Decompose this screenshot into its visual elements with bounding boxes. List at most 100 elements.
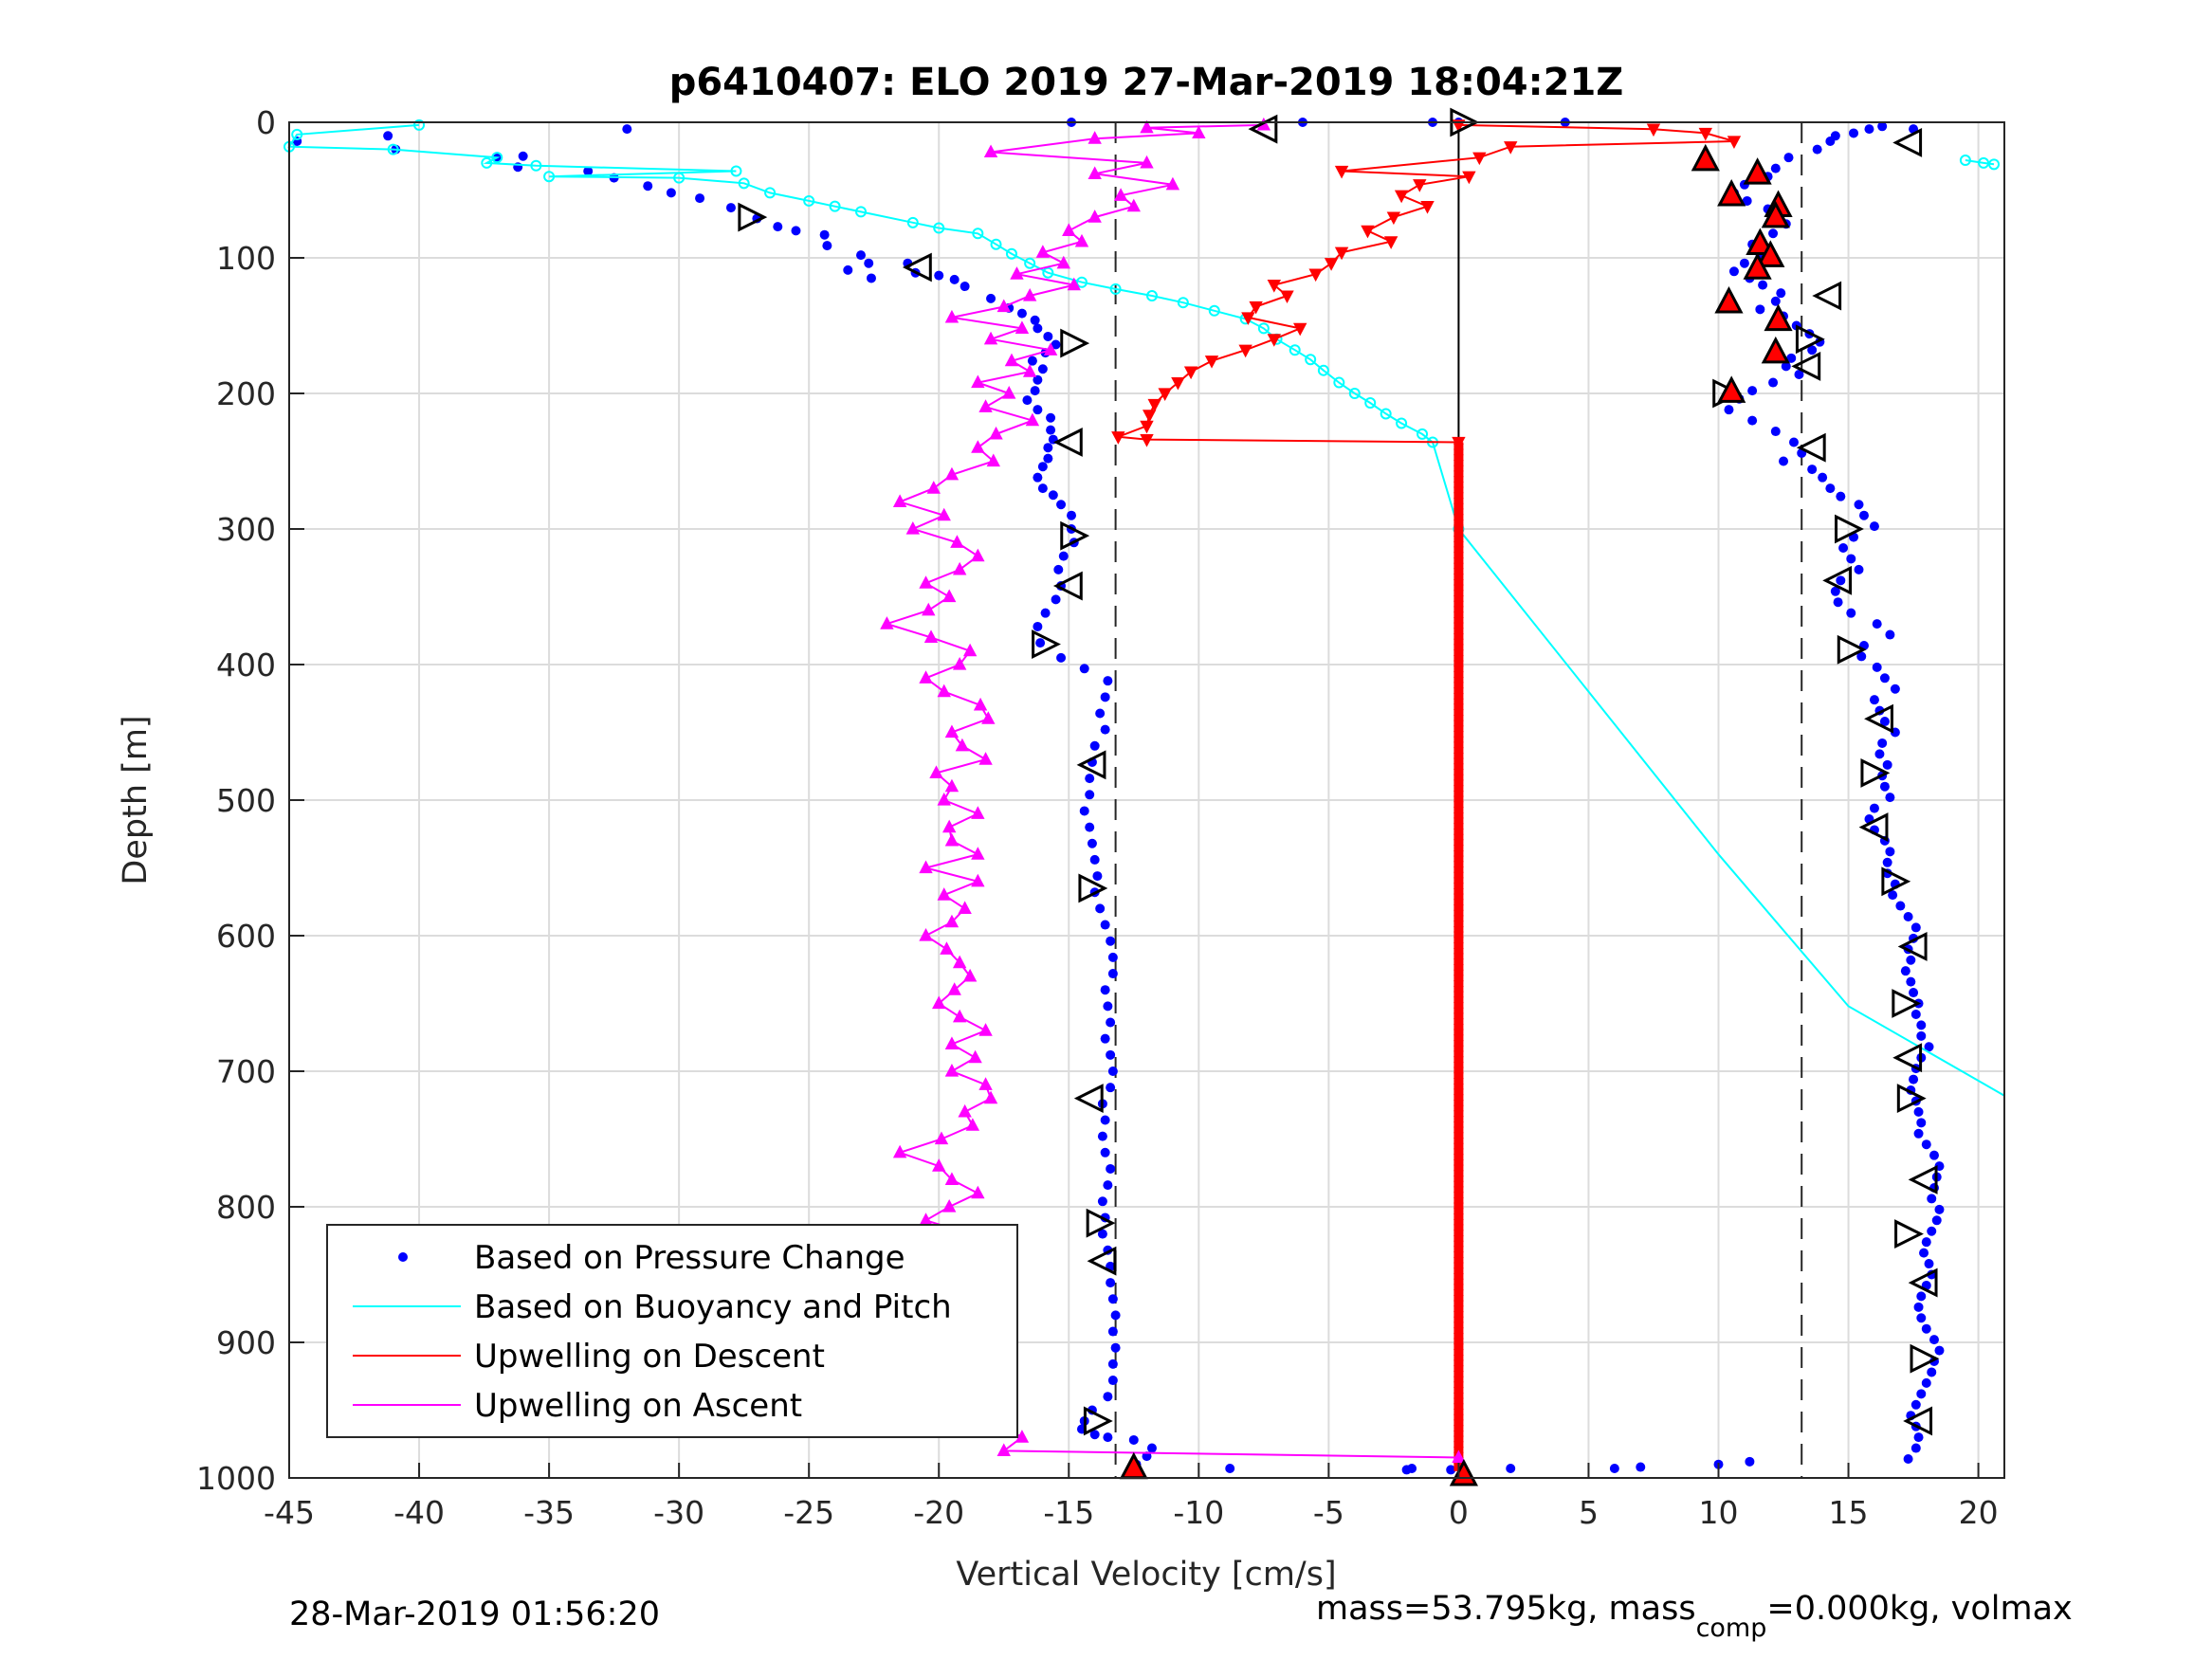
descent-zero-point xyxy=(1453,1218,1464,1230)
descent-zero-point xyxy=(1453,476,1464,486)
pressure-point xyxy=(1728,266,1739,277)
descent-zero-point xyxy=(1453,568,1464,578)
open-triangle-marker xyxy=(1892,1043,1923,1073)
y-axis-label: Depth [m] xyxy=(117,715,155,884)
pressure-point xyxy=(949,274,960,284)
legend-label: Upwelling on Descent xyxy=(474,1338,825,1376)
descent-zero-point xyxy=(1453,1371,1464,1381)
open-triangle-marker xyxy=(1086,1208,1116,1238)
ascent-point xyxy=(923,629,939,643)
pressure-point xyxy=(1110,1342,1121,1353)
mass-footer-post: =0.000kg, volmax xyxy=(1766,1590,2072,1628)
pressure-point xyxy=(1747,415,1758,426)
descent-zero-point xyxy=(1453,638,1464,649)
x-tick-label: -35 xyxy=(523,1494,575,1531)
descent-point xyxy=(1361,225,1375,239)
open-triangle-marker xyxy=(1032,629,1061,659)
pressure-point xyxy=(856,250,866,261)
buoyancy-point xyxy=(481,156,493,169)
descent-zero-point xyxy=(1453,482,1464,492)
descent-zero-point xyxy=(1453,753,1464,763)
buoyancy-point xyxy=(1042,266,1054,279)
pressure-point xyxy=(1085,822,1095,832)
open-triangle-marker xyxy=(1860,757,1891,788)
descent-zero-point xyxy=(1453,1403,1464,1413)
descent-zero-point xyxy=(1453,676,1464,687)
descent-point xyxy=(1462,171,1476,185)
pressure-point xyxy=(1903,1453,1913,1464)
pressure-point xyxy=(1107,969,1118,979)
pressure-point xyxy=(1906,955,1916,965)
pressure-point xyxy=(1225,1463,1235,1473)
ascent-point xyxy=(1140,119,1154,134)
ascent-point xyxy=(944,914,960,928)
descent-zero-point xyxy=(1453,1159,1464,1170)
tick-labels: -45 -40 -35 -30 -25 -20 -15 -10 -5 0 5 10 15 20010020… xyxy=(196,104,1999,1531)
x-tick-label: 5 xyxy=(1579,1494,1599,1531)
descent-zero-point xyxy=(1453,811,1464,823)
descent-zero-point xyxy=(1453,536,1464,546)
x-tick-label: -15 xyxy=(1043,1494,1094,1531)
ascent-point xyxy=(958,901,972,914)
pressure-point xyxy=(1929,1150,1939,1160)
pressure-point xyxy=(1869,803,1879,813)
descent-zero-point xyxy=(1453,845,1464,855)
descent-zero-point xyxy=(1453,1040,1464,1050)
descent-zero-point xyxy=(1453,736,1464,747)
descent-zero-point xyxy=(1453,557,1464,568)
y-tick-label: 500 xyxy=(216,782,276,819)
descent-zero-point xyxy=(1453,1409,1464,1419)
pressure-point xyxy=(383,131,393,141)
pressure-point xyxy=(1100,692,1110,702)
timestamp-footer: 28-Mar-2019 01:56:20 xyxy=(289,1595,660,1633)
descent-zero-point xyxy=(1453,709,1464,720)
descent-point xyxy=(1386,211,1401,226)
descent-zero-point xyxy=(1453,590,1464,600)
descent-point xyxy=(1267,334,1282,347)
pressure-point xyxy=(1909,1074,1919,1085)
pressure-point xyxy=(986,293,996,303)
open-triangle-marker xyxy=(1791,351,1821,381)
descent-zero-point xyxy=(1453,1235,1464,1246)
descent-zero-point xyxy=(1453,1154,1464,1164)
descent-zero-point xyxy=(1453,795,1464,806)
buoyancy-point xyxy=(1417,428,1429,440)
descent-zero-point xyxy=(1453,611,1464,622)
ascent-point xyxy=(941,1199,957,1212)
descent-point xyxy=(1140,434,1154,447)
descent-point xyxy=(1204,356,1219,369)
descent-zero-point xyxy=(1453,1110,1464,1121)
descent-zero-point xyxy=(1453,980,1464,991)
descent-zero-point xyxy=(1453,817,1464,828)
y-tick-label: 900 xyxy=(216,1324,276,1361)
descent-zero-point xyxy=(1453,953,1464,963)
pressure-point xyxy=(791,226,801,236)
y-tick-label: 100 xyxy=(216,240,276,277)
descent-zero-point xyxy=(1453,969,1464,980)
pressure-point xyxy=(1506,1463,1516,1473)
descent-zero-point xyxy=(1453,1170,1464,1180)
pressure-point xyxy=(1781,361,1791,372)
pressure-point xyxy=(1768,377,1779,388)
descent-point xyxy=(1334,165,1349,179)
y-tick-label: 700 xyxy=(216,1053,276,1090)
descent-zero-point xyxy=(1453,785,1464,795)
descent-zero-point xyxy=(1453,1289,1464,1300)
descent-zero-point xyxy=(1453,1343,1464,1354)
ascent-point xyxy=(892,494,907,507)
descent-zero-point xyxy=(1453,1142,1464,1154)
descent-zero-point xyxy=(1453,1333,1464,1343)
descent-zero-point xyxy=(1453,1126,1464,1137)
descent-zero-point xyxy=(1453,1397,1464,1408)
pressure-point xyxy=(1924,1259,1934,1269)
pressure-point xyxy=(1825,137,1836,147)
descent-zero-point xyxy=(1453,1441,1464,1451)
descent-zero-point xyxy=(1453,1192,1464,1202)
pressure-point xyxy=(1921,1323,1931,1334)
pressure-point xyxy=(1872,662,1882,672)
descent-zero-point xyxy=(1453,1387,1464,1397)
y-tick-label: 200 xyxy=(216,375,276,412)
pressure-point xyxy=(1916,1020,1927,1030)
descent-zero-point xyxy=(1453,731,1464,741)
